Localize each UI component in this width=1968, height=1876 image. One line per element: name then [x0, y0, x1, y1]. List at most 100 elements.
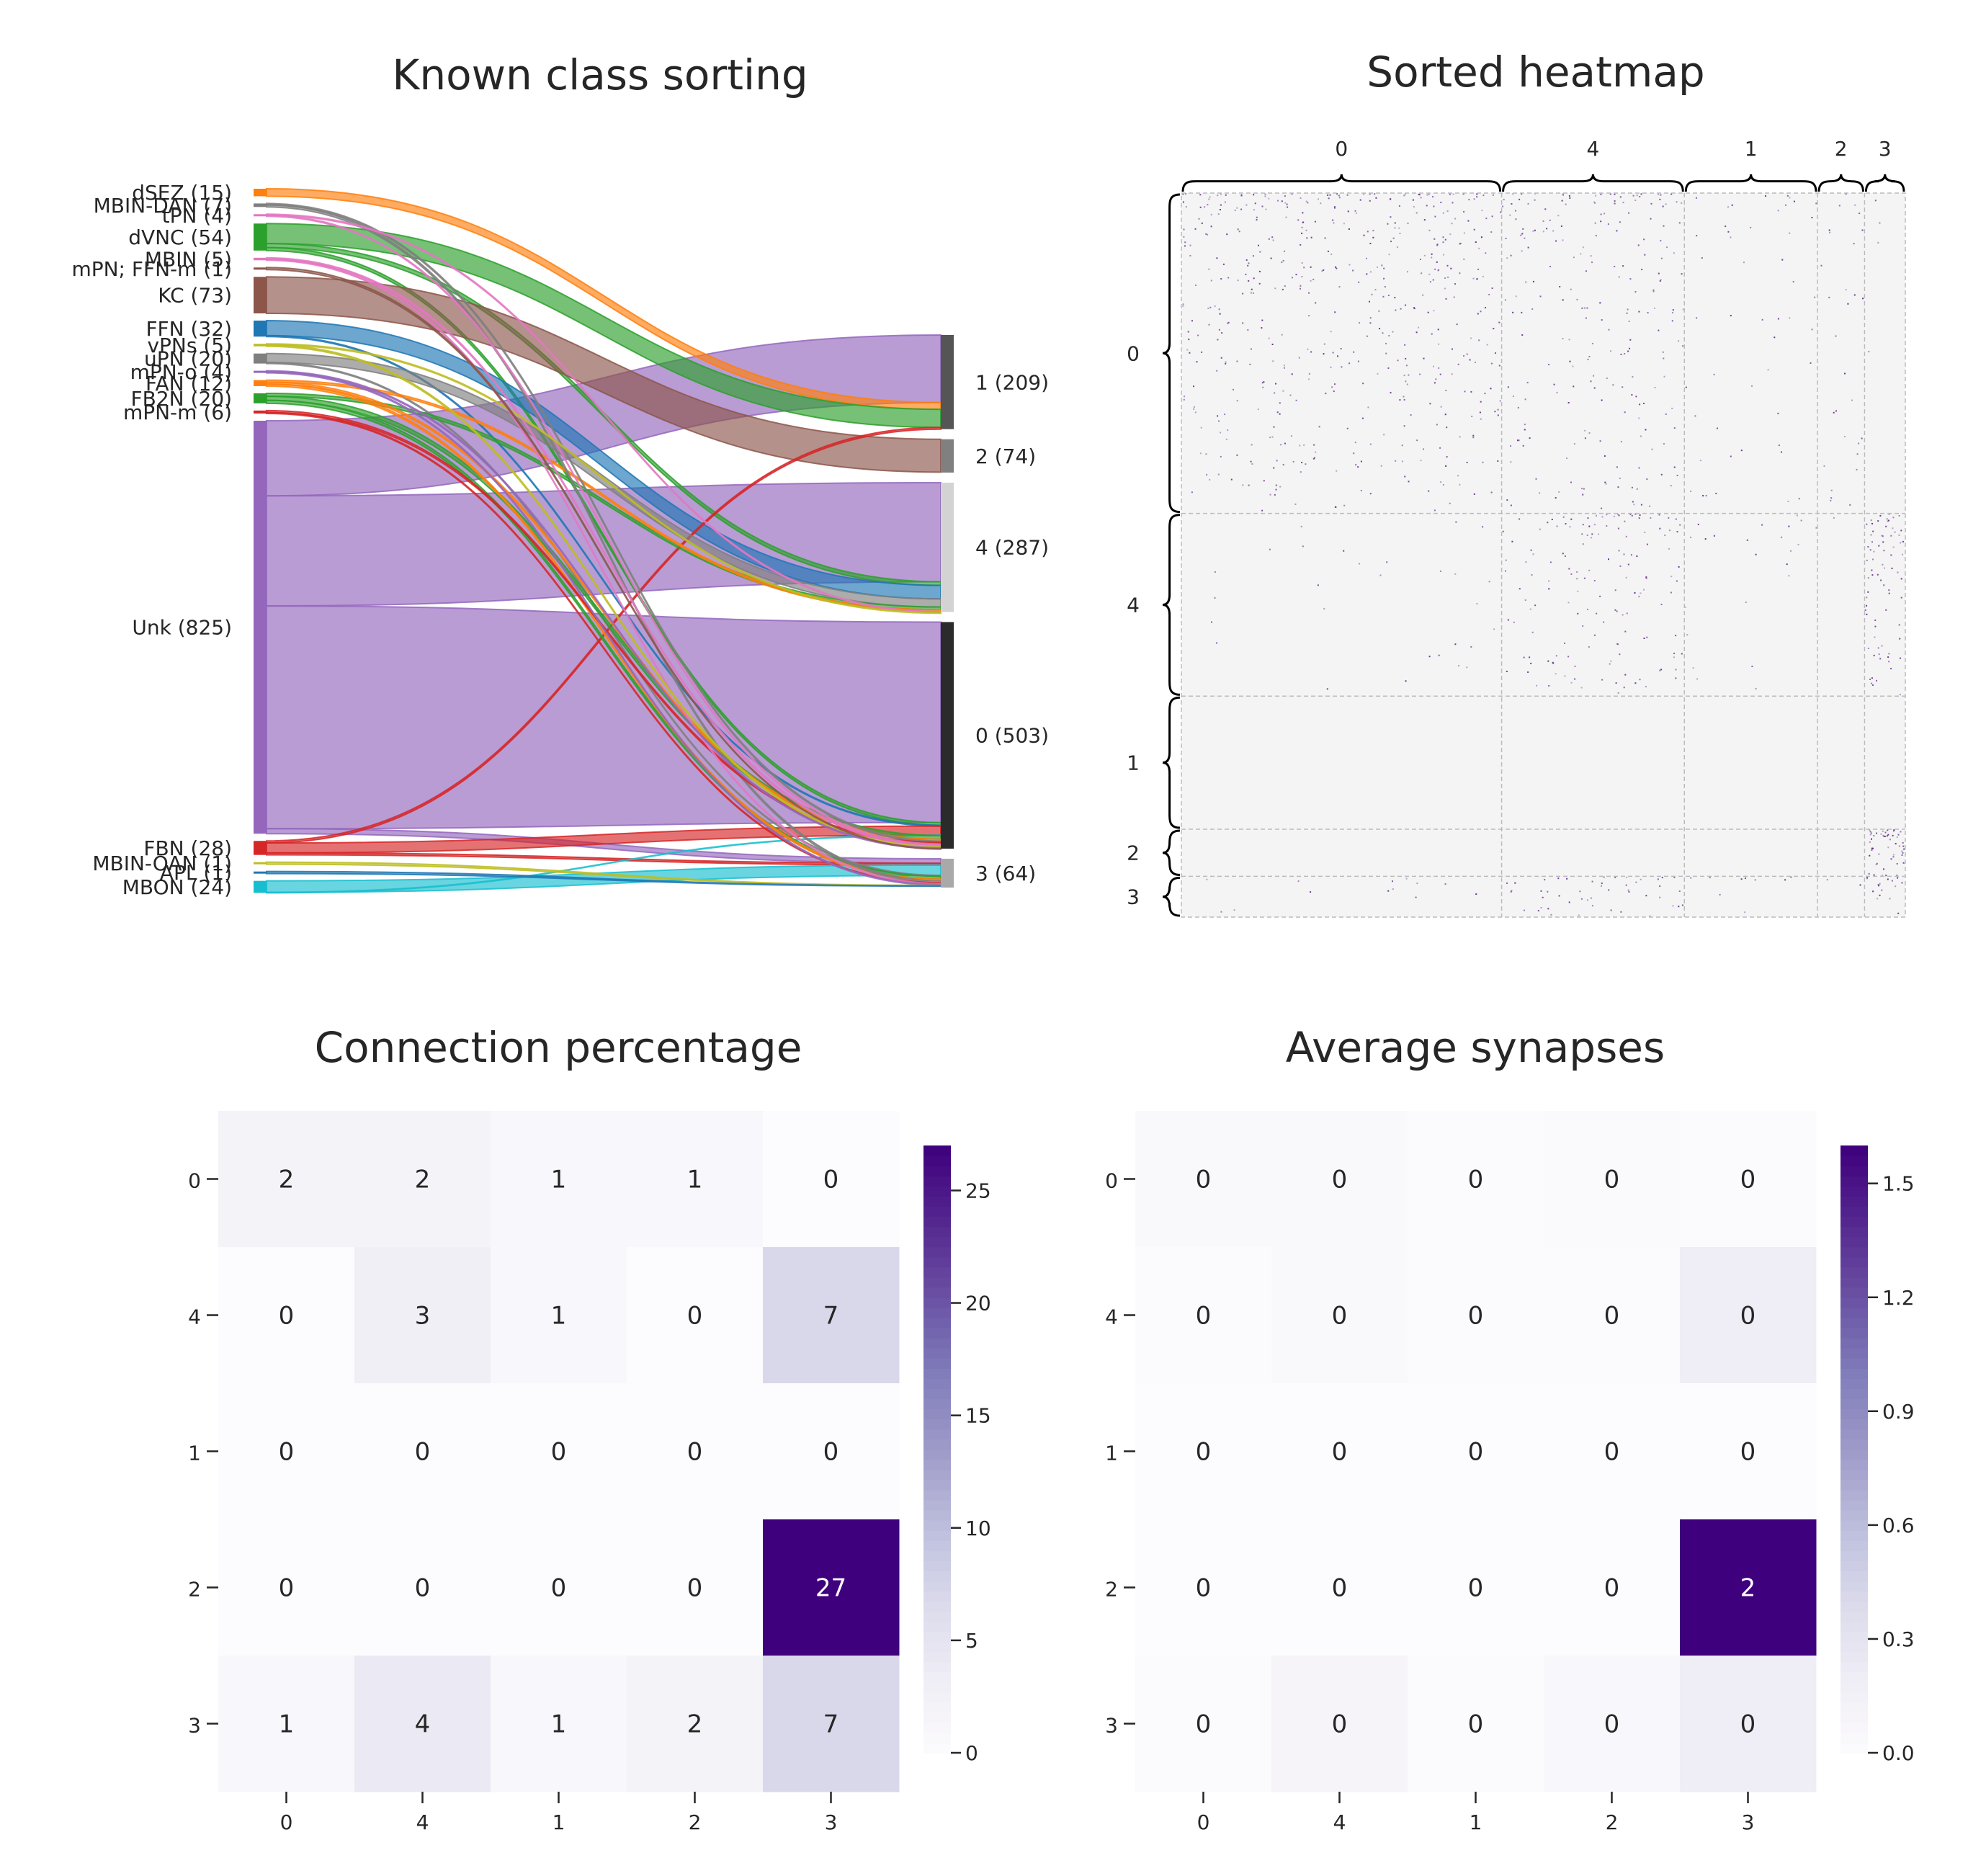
- heatmap-dot: [1484, 393, 1486, 395]
- heatmap-dot: [1522, 228, 1524, 230]
- heatmap-dot: [1261, 319, 1263, 321]
- heatmap-dot: [1709, 877, 1711, 879]
- colorbar-segment: [923, 1601, 951, 1612]
- heatmap-dot: [1898, 534, 1900, 536]
- colorbar-segment: [1840, 1408, 1868, 1420]
- heatmap-dot: [1713, 373, 1715, 375]
- heatmap-dot: [1336, 267, 1338, 269]
- heatmap-dot: [1535, 478, 1537, 480]
- heatmap-dot: [1530, 662, 1532, 664]
- heatmap-dot: [1634, 291, 1637, 292]
- colorbar-segment: [1840, 1348, 1868, 1359]
- matrix-cell-label: 2: [415, 1166, 431, 1194]
- heatmap-dot: [1871, 522, 1873, 524]
- heatmap-dot: [1891, 567, 1893, 569]
- heatmap-dot: [1191, 320, 1193, 322]
- sankey-target-node: [941, 335, 954, 429]
- heatmap-dot: [1480, 236, 1482, 238]
- heatmap-dot: [1767, 369, 1769, 371]
- heatmap-dot: [1251, 288, 1253, 290]
- matrix-cell: [763, 1656, 900, 1792]
- heatmap-dot: [1877, 647, 1879, 649]
- matrix-cell-label: 0: [1332, 1302, 1348, 1331]
- heatmap-dot: [1600, 220, 1602, 223]
- heatmap-dot: [1253, 209, 1255, 211]
- heatmap-dot: [1269, 548, 1271, 550]
- heatmap-dot: [1295, 399, 1297, 401]
- heatmap-dot: [1463, 232, 1465, 234]
- heatmap-dot: [1279, 402, 1281, 404]
- heatmap-dot: [1639, 403, 1641, 406]
- heatmap-dot: [1627, 889, 1629, 891]
- heatmap-dot: [1660, 240, 1662, 242]
- heatmap-dot: [1576, 578, 1578, 580]
- heatmap-dot: [1619, 478, 1621, 479]
- colorbar-segment: [923, 1581, 951, 1591]
- heatmap-dot: [1562, 193, 1564, 195]
- heatmap-dot: [1529, 656, 1531, 658]
- heatmap-dot: [1464, 390, 1466, 393]
- heatmap-dot: [1862, 298, 1864, 300]
- heatmap-dot: [1859, 213, 1861, 215]
- heatmap-dot: [1632, 195, 1634, 197]
- heatmap-dot: [1447, 277, 1449, 278]
- heatmap-dot: [1325, 393, 1327, 395]
- heatmap-dot: [1413, 206, 1415, 207]
- heatmap-dot: [1420, 460, 1422, 462]
- heatmap-dot: [1673, 466, 1676, 468]
- heatmap-dot: [1684, 606, 1686, 608]
- heatmap-dot: [1901, 850, 1903, 852]
- heatmap-dot: [1625, 884, 1627, 886]
- heatmap-dot: [1591, 262, 1593, 264]
- heatmap-dot: [1310, 266, 1312, 268]
- sorted-heatmap-dots: [1181, 193, 1905, 917]
- heatmap-dot: [1635, 396, 1637, 398]
- heatmap-dot: [1318, 426, 1320, 428]
- heatmap-dot: [1480, 401, 1482, 403]
- heatmap-dot: [1437, 329, 1439, 331]
- colorbar-segment: [1840, 1499, 1868, 1511]
- heatmap-dot: [1636, 555, 1638, 558]
- heatmap-dot: [1643, 589, 1645, 591]
- colorbar-segment: [1840, 1469, 1868, 1480]
- sankey-source-label: mPN-o (4): [130, 360, 232, 384]
- heatmap-dot: [1434, 268, 1436, 270]
- colorbar-segment: [1840, 1742, 1868, 1754]
- heatmap-dot: [1576, 571, 1578, 573]
- heatmap-dot: [1626, 876, 1628, 878]
- heatmap-dot: [1273, 426, 1275, 428]
- matrix-cell-label: 0: [1604, 1710, 1620, 1739]
- colorbar-tick-label: 5: [965, 1629, 978, 1653]
- colorbar-segment: [923, 1560, 951, 1571]
- heatmap-dot: [1659, 198, 1661, 200]
- heatmap-dot: [1505, 238, 1507, 239]
- heatmap-dot: [1314, 457, 1315, 459]
- heatmap-dot: [1479, 411, 1481, 414]
- colorbar-segment: [1840, 1419, 1868, 1430]
- heatmap-dot: [1390, 216, 1392, 218]
- heatmap-dot: [1473, 198, 1475, 200]
- heatmap-dot: [1302, 222, 1304, 223]
- heatmap-dot: [1660, 669, 1663, 671]
- heatmap-dot: [1334, 207, 1336, 209]
- heatmap-dot: [1220, 357, 1222, 359]
- colorbar-segment: [1840, 1368, 1868, 1379]
- heatmap-dot: [1896, 875, 1898, 876]
- heatmap-dot: [1187, 331, 1189, 333]
- heatmap-dot: [1519, 518, 1521, 520]
- y-tick-label: 1: [188, 1442, 201, 1465]
- matrix-cell: [354, 1111, 491, 1248]
- heatmap-dot: [1579, 890, 1581, 893]
- heatmap-dot: [1515, 210, 1516, 212]
- heatmap-dot: [1866, 604, 1867, 607]
- heatmap-dot: [1475, 361, 1476, 363]
- heatmap-dot: [1883, 550, 1885, 552]
- heatmap-dot: [1245, 259, 1248, 261]
- heatmap-dot: [1522, 445, 1524, 447]
- heatmap-dot: [1499, 400, 1501, 402]
- heatmap-dot: [1872, 558, 1874, 560]
- heatmap-dot: [1529, 437, 1531, 439]
- heatmap-dot: [1548, 580, 1550, 582]
- heatmap-dot: [1333, 390, 1335, 393]
- heatmap-dot: [1882, 535, 1884, 537]
